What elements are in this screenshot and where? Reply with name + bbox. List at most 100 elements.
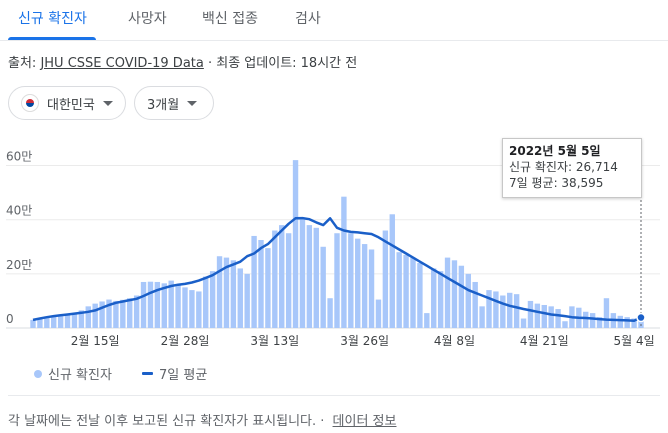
bar — [417, 263, 423, 328]
bar — [589, 313, 596, 328]
bar — [85, 306, 91, 328]
bar — [57, 315, 64, 328]
footer-separator: · — [320, 414, 329, 429]
hover-point — [636, 312, 646, 323]
bar — [251, 235, 257, 328]
y-tick-label: 40만 — [6, 204, 32, 218]
korea-flag-icon — [21, 94, 39, 112]
bar — [92, 303, 98, 328]
seven-day-average-line — [32, 216, 642, 322]
x-tick-label: 3월 26일 — [340, 334, 389, 348]
tab-deaths[interactable]: 사망자 — [128, 11, 167, 27]
bar — [272, 230, 278, 328]
footer-text: 각 날짜에는 전날 이후 보고된 신규 확진자가 표시됩니다. — [8, 414, 317, 429]
bar — [265, 248, 271, 328]
data-info-link[interactable]: 데이터 정보 — [332, 414, 397, 429]
divider — [8, 395, 660, 396]
x-tick-label: 2월 15일 — [71, 334, 120, 348]
bar — [583, 311, 589, 328]
bar — [133, 295, 140, 328]
bar — [458, 265, 465, 328]
legend-line-swatch — [142, 372, 153, 375]
bar — [127, 298, 133, 328]
bar — [424, 313, 430, 328]
bar — [230, 260, 237, 328]
x-tick-label: 4월 21일 — [520, 334, 569, 348]
x-axis-ticks: 2월 15일 2월 28일 3월 13일 3월 26일 4월 8일 4월 21일 5월 4일 — [71, 334, 655, 348]
bar — [209, 271, 216, 328]
tab-vaccinations[interactable]: 백신 접종 — [202, 11, 258, 27]
bar — [216, 256, 223, 328]
tab-new-cases[interactable]: 신규 확진자 — [18, 11, 87, 27]
bar — [617, 315, 623, 328]
bar — [479, 306, 485, 328]
y-tick-label: 20만 — [6, 258, 32, 272]
bar — [113, 300, 119, 328]
bar — [355, 238, 361, 328]
x-tick-label: 4월 8일 — [434, 334, 475, 348]
last-updated: · 최종 업데이트: 18시간 전 — [203, 56, 358, 71]
tooltip-cases: 신규 확진자: 26,714 — [509, 160, 618, 174]
bar — [500, 295, 506, 328]
source-link[interactable]: JHU CSSE COVID-19 Data — [40, 56, 204, 71]
bar — [527, 300, 534, 328]
chevron-down-icon — [102, 100, 113, 106]
bar — [64, 314, 71, 328]
bar — [203, 276, 209, 328]
bar — [493, 291, 499, 328]
bar — [147, 281, 154, 328]
bar — [320, 246, 326, 328]
legend-line-label: 7일 평균 — [159, 368, 208, 383]
bar — [520, 318, 527, 328]
source-line: 출처: JHU CSSE COVID-19 Data · 최종 업데이트: 18… — [8, 52, 357, 71]
period-select[interactable]: 3개월 — [134, 86, 214, 120]
bar — [555, 309, 561, 328]
bar — [403, 254, 409, 328]
legend-bar-swatch — [34, 369, 42, 378]
bar — [348, 233, 354, 328]
bar — [603, 298, 610, 328]
bar — [182, 287, 188, 328]
cases-chart[interactable]: 0 20만 40만 60만 2월 15일 2월 28일 3월 13일 3월 26일 4월 8일… — [0, 140, 668, 355]
bar — [30, 319, 36, 328]
active-tab-indicator — [8, 37, 96, 40]
bar-series — [30, 160, 644, 328]
bar — [534, 303, 541, 328]
bar — [465, 273, 471, 328]
x-tick-label: 2월 28일 — [161, 334, 210, 348]
bar — [99, 301, 105, 328]
bar — [437, 271, 444, 328]
bar — [624, 317, 630, 328]
bar — [154, 281, 161, 328]
bar — [51, 315, 57, 328]
bar — [196, 291, 202, 328]
legend-new-cases: 신규 확진자 — [34, 364, 112, 383]
tooltip-average: 7일 평균: 38,595 — [509, 176, 604, 190]
bar — [631, 318, 637, 328]
bar — [223, 257, 230, 328]
source-prefix: 출처: — [8, 56, 41, 71]
bar — [541, 304, 547, 328]
bar — [410, 257, 416, 328]
bar — [106, 299, 112, 328]
bar — [175, 284, 181, 328]
bar — [299, 219, 306, 328]
bar — [548, 306, 554, 328]
bar — [78, 310, 85, 328]
region-select[interactable]: 대한민국 — [8, 86, 126, 120]
tab-tests[interactable]: 검사 — [295, 11, 321, 27]
chevron-down-icon — [187, 100, 198, 106]
bar — [389, 214, 395, 328]
bar — [44, 317, 50, 328]
bar — [120, 299, 126, 328]
tooltip-date: 2022년 5월 5일 — [509, 144, 601, 158]
bar — [140, 281, 147, 328]
bar — [444, 257, 451, 328]
x-tick-label: 5월 4일 — [614, 334, 655, 348]
bar — [189, 290, 195, 328]
period-label: 3개월 — [147, 97, 180, 113]
bar — [507, 292, 513, 328]
chart-tooltip: 2022년 5월 5일 신규 확진자: 26,714 7일 평균: 38,595 — [502, 138, 642, 198]
bar — [396, 252, 402, 328]
bar — [71, 313, 78, 328]
